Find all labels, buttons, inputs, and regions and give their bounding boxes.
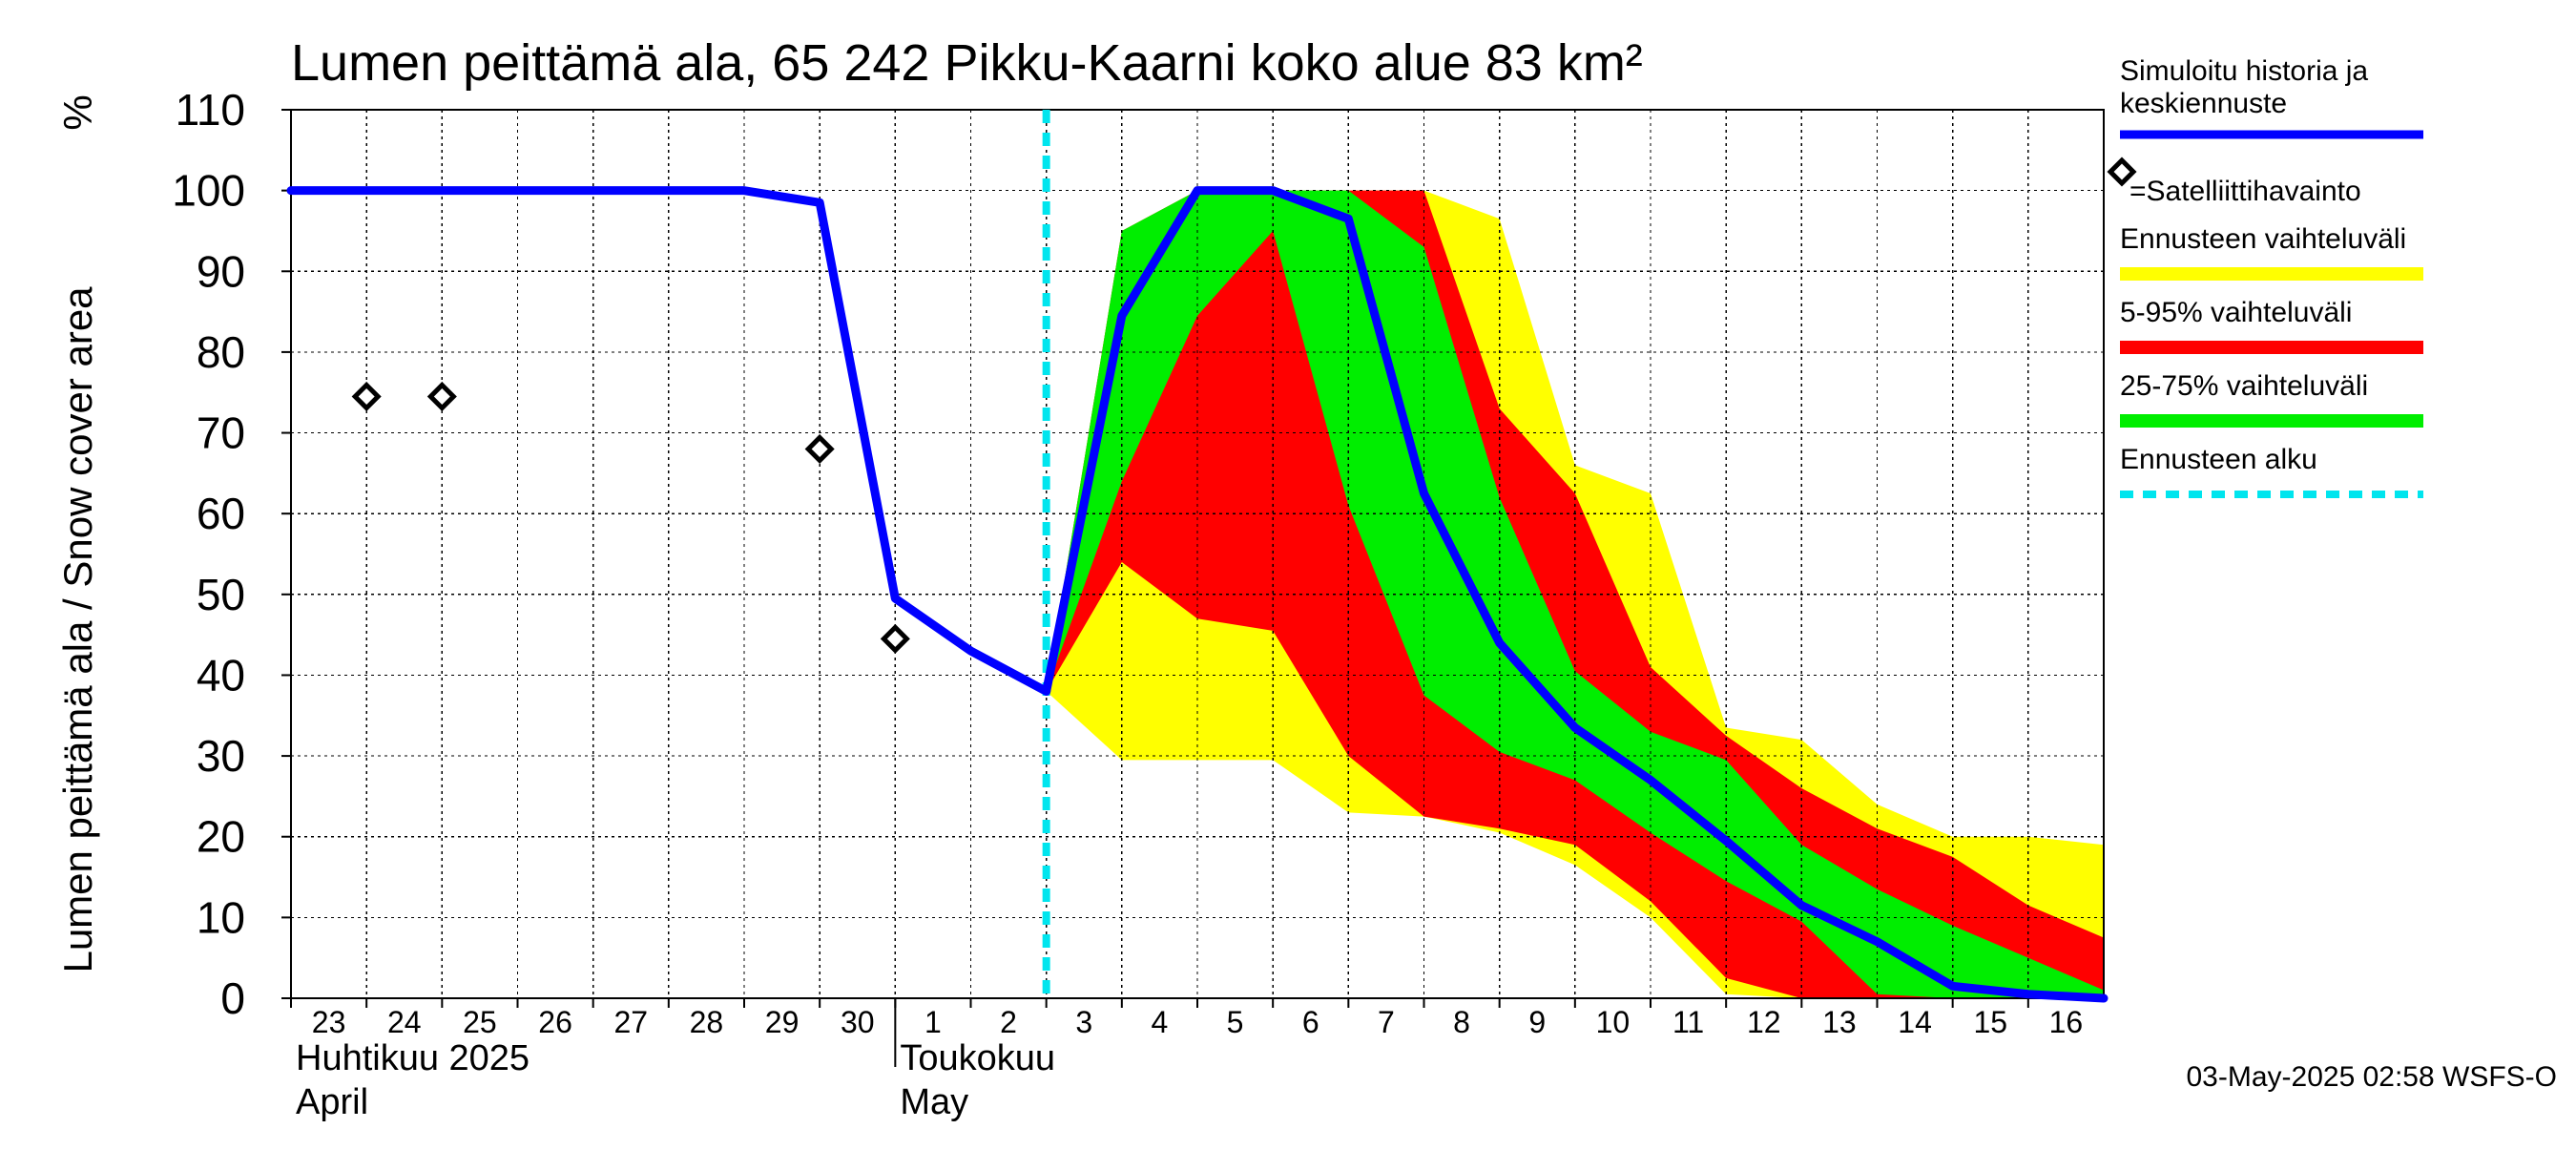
- legend-label: keskiennuste: [2120, 88, 2287, 119]
- satellite-observation-marker: [880, 623, 910, 654]
- y-tick-label: 30: [197, 731, 245, 781]
- x-tick-label: 10: [1596, 1005, 1631, 1039]
- legend-label: 25-75% vaihteluväli: [2120, 370, 2368, 402]
- legend-swatch-band: [2120, 414, 2423, 428]
- legend-swatch-band: [2120, 341, 2423, 354]
- x-tick-label: 29: [765, 1005, 800, 1039]
- y-tick-label: 0: [220, 973, 245, 1023]
- y-tick-label: 70: [197, 408, 245, 458]
- x-tick-label: 30: [841, 1005, 875, 1039]
- x-tick-label: 28: [690, 1005, 724, 1039]
- x-tick-label: 13: [1822, 1005, 1857, 1039]
- x-tick-label: 16: [2049, 1005, 2084, 1039]
- x-tick-label: 1: [924, 1005, 942, 1039]
- history-line: [286, 186, 1051, 696]
- x-tick-label: 24: [387, 1005, 422, 1039]
- legend-label: =Satelliittihavainto: [2129, 176, 2361, 207]
- x-tick-label: 15: [1973, 1005, 2007, 1039]
- satellite-observation-marker: [351, 381, 382, 411]
- x-tick-label: 4: [1152, 1005, 1169, 1039]
- y-tick-label: 90: [197, 246, 245, 296]
- x-tick-label: 8: [1453, 1005, 1470, 1039]
- y-tick-label: 10: [197, 892, 245, 942]
- y-tick-label: 20: [197, 812, 245, 862]
- month-label-fi: Toukokuu: [900, 1038, 1055, 1078]
- x-tick-label: 7: [1378, 1005, 1395, 1039]
- month-label-en: April: [296, 1082, 368, 1122]
- y-axis-label: Lumen peittämä ala / Snow cover area: [55, 286, 100, 973]
- x-tick-label: 26: [538, 1005, 572, 1039]
- month-label-en: May: [900, 1082, 968, 1122]
- x-tick-label: 11: [1672, 1005, 1704, 1039]
- median-line: [1042, 186, 2109, 1003]
- x-tick-label: 14: [1898, 1005, 1932, 1039]
- x-tick-label: 2: [1000, 1005, 1017, 1039]
- x-tick-label: 23: [312, 1005, 346, 1039]
- x-tick-label: 27: [613, 1005, 648, 1039]
- chart-title: Lumen peittämä ala, 65 242 Pikku-Kaarni …: [291, 34, 1643, 92]
- x-tick-label: 5: [1227, 1005, 1244, 1039]
- x-tick-label: 12: [1747, 1005, 1781, 1039]
- y-tick-label: 40: [197, 650, 245, 700]
- chart-footer-timestamp: 03-May-2025 02:58 WSFS-O: [2187, 1061, 2558, 1093]
- legend-label: Ennusteen alku: [2120, 444, 2317, 475]
- y-tick-label: 110: [176, 85, 245, 135]
- legend-swatch-diamond: [2107, 157, 2137, 187]
- y-tick-label: 60: [197, 489, 245, 538]
- satellite-observation-marker: [804, 433, 835, 465]
- month-label-fi: Huhtikuu 2025: [296, 1038, 530, 1078]
- y-tick-label: 100: [172, 166, 245, 216]
- x-tick-label: 6: [1302, 1005, 1319, 1039]
- y-tick-label: 80: [197, 327, 245, 377]
- legend-label: Simuloitu historia ja: [2120, 55, 2368, 87]
- legend-label: Ennusteen vaihteluväli: [2120, 223, 2406, 255]
- y-tick-label: 50: [197, 570, 245, 619]
- satellite-observation-marker: [426, 381, 457, 411]
- y-axis-unit: %: [55, 94, 100, 130]
- legend-swatch-band: [2120, 267, 2423, 281]
- x-tick-label: 9: [1528, 1005, 1546, 1039]
- x-tick-label: 3: [1075, 1005, 1092, 1039]
- x-tick-label: 25: [463, 1005, 497, 1039]
- legend-label: 5-95% vaihteluväli: [2120, 297, 2352, 328]
